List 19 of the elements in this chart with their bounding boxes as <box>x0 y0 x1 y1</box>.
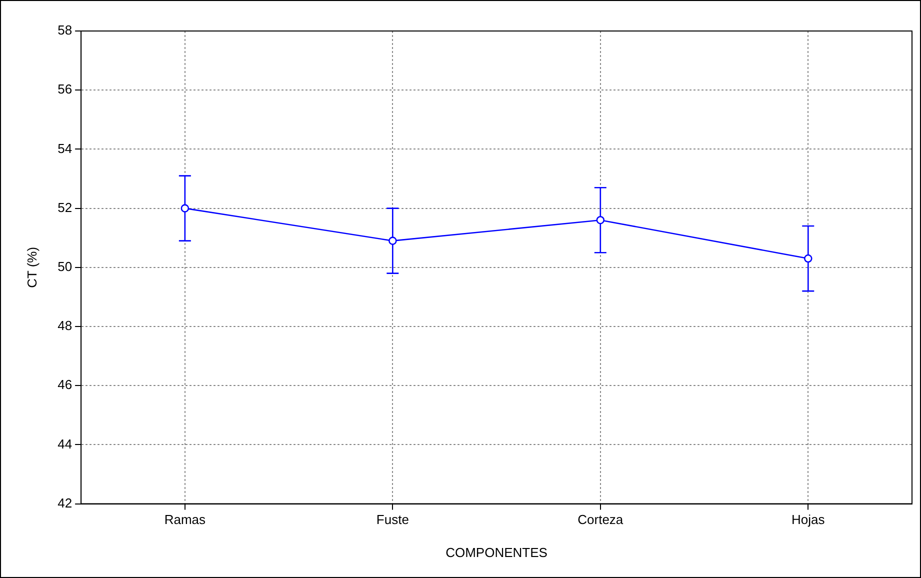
y-tick-label: 52 <box>58 200 72 215</box>
y-tick-label: 44 <box>58 436 72 452</box>
y-tick-label: 46 <box>58 377 72 392</box>
y-tick-label: 56 <box>58 82 72 97</box>
x-tick-label: Ramas <box>164 512 206 528</box>
y-tick-label: 42 <box>58 495 72 510</box>
point <box>804 254 812 263</box>
x-axis-title: COMPONENTES <box>446 544 548 560</box>
point <box>388 236 397 245</box>
x-tick-label: Fuste <box>376 512 409 528</box>
y-tick-label: 50 <box>58 258 72 274</box>
point <box>180 204 190 212</box>
x-tick-label: Hojas <box>792 512 826 528</box>
y-tick-label: 48 <box>58 318 72 334</box>
point <box>596 216 605 224</box>
y-tick-label: 54 <box>58 140 72 156</box>
x-tick-label: Corteza <box>578 512 624 528</box>
y-axis-title: CT (%) <box>24 246 40 288</box>
y-tick-label: 58 <box>58 22 72 38</box>
